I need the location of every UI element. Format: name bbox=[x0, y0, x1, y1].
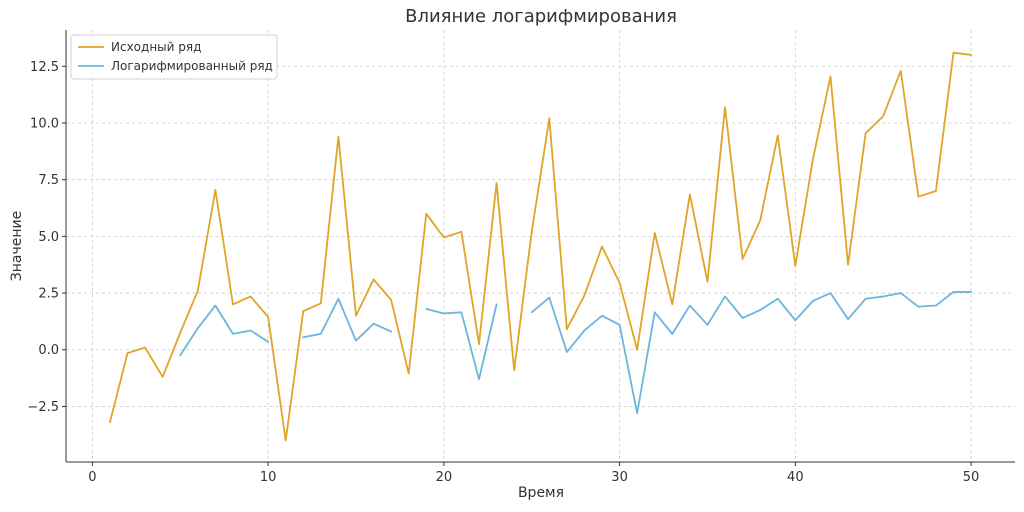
x-tick-label: 20 bbox=[436, 470, 453, 485]
y-axis-label: Значение bbox=[9, 211, 25, 281]
x-tick-label: 50 bbox=[963, 470, 980, 485]
series-line-original bbox=[109, 51, 972, 442]
x-tick-label: 30 bbox=[611, 470, 628, 485]
x-tick-label: 40 bbox=[787, 470, 804, 485]
y-tick-label: 2.5 bbox=[38, 287, 59, 302]
series-line-log bbox=[179, 291, 972, 415]
axes bbox=[65, 30, 1015, 463]
y-tick-label: 7.5 bbox=[38, 173, 59, 188]
y-tick-label: 5.0 bbox=[38, 230, 59, 245]
legend-box bbox=[70, 34, 278, 80]
x-tick-label: 0 bbox=[88, 470, 96, 485]
y-tick-label: 12.5 bbox=[30, 60, 59, 75]
legend: Исходный ряд Логарифмированный ряд bbox=[70, 34, 278, 80]
legend-label-original: Исходный ряд bbox=[111, 40, 201, 54]
x-tick-label: 10 bbox=[260, 470, 277, 485]
x-axis-label: Время bbox=[518, 485, 564, 501]
series-layer bbox=[109, 51, 972, 442]
y-tick-label: −2.5 bbox=[27, 400, 59, 415]
ticks: 0 10 20 30 40 50 −2.5 0.0 2.5 5.0 7.5 10.0 12.5 bbox=[27, 60, 979, 485]
y-tick-label: 0.0 bbox=[38, 343, 59, 358]
legend-label-log: Логарифмированный ряд bbox=[111, 59, 273, 73]
y-tick-label: 10.0 bbox=[30, 116, 59, 131]
grid bbox=[66, 30, 1015, 462]
chart-title: Влияние логарифмирования bbox=[405, 6, 677, 27]
